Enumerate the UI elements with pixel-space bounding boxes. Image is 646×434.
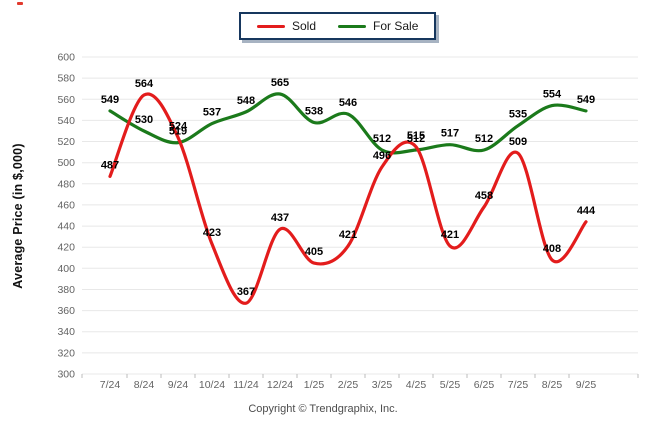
y-tick-label: 340: [57, 326, 75, 338]
copyright-text: Copyright © Trendgraphix, Inc.: [248, 403, 398, 415]
legend-label-sold: Sold: [292, 19, 317, 33]
x-tick-label: 8/25: [542, 379, 563, 391]
y-tick-label: 520: [57, 136, 75, 148]
x-tick-label: 7/25: [508, 379, 529, 391]
y-tick-label: 560: [57, 94, 75, 106]
for-sale-value-label: 512: [475, 133, 493, 145]
y-tick-label: 600: [57, 52, 75, 64]
legend-item-sold: Sold: [257, 20, 316, 32]
sold-line-swatch-icon: [257, 24, 285, 28]
sold-value-label: 423: [203, 227, 221, 239]
for-sale-value-label: 565: [271, 77, 289, 89]
x-tick-label: 9/25: [576, 379, 597, 391]
for-sale-value-label: 538: [305, 106, 323, 118]
for-sale-value-label: 519: [169, 126, 187, 138]
for-sale-value-label: 548: [237, 95, 255, 107]
for-sale-value-label: 512: [373, 133, 391, 145]
for-sale-value-label: 549: [577, 94, 595, 106]
y-tick-label: 460: [57, 199, 75, 211]
sold-line: [108, 92, 588, 305]
sold-value-label: 509: [509, 136, 527, 148]
y-tick-label: 360: [57, 305, 75, 317]
for-sale-value-label: 554: [543, 89, 562, 101]
y-tick-label: 320: [57, 347, 75, 359]
x-tick-label: 4/25: [406, 379, 427, 391]
for-sale-value-label: 535: [509, 109, 527, 121]
legend-label-for-sale: For Sale: [373, 19, 419, 33]
sold-value-label: 367: [237, 286, 255, 298]
x-tick-label: 10/24: [199, 379, 225, 391]
legend-item-for-sale: For Sale: [338, 20, 418, 32]
sold-value-label: 564: [135, 78, 154, 90]
for-sale-line: [108, 92, 588, 155]
x-tick-label: 7/24: [100, 379, 121, 391]
x-tick-label: 6/25: [474, 379, 495, 391]
x-tick-label: 1/25: [304, 379, 325, 391]
sold-value-label: 405: [305, 246, 323, 258]
x-tick-label: 11/24: [233, 379, 259, 391]
for-sale-value-label: 512: [407, 133, 425, 145]
y-tick-label: 400: [57, 263, 75, 275]
y-tick-label: 540: [57, 115, 75, 127]
sold-value-label: 444: [577, 205, 596, 217]
x-tick-label: 5/25: [440, 379, 461, 391]
red-mark: [17, 2, 23, 5]
legend: Sold For Sale: [239, 12, 437, 40]
sold-value-label: 437: [271, 212, 289, 224]
for-sale-value-label: 549: [101, 94, 119, 106]
sold-value-label: 408: [543, 243, 561, 255]
y-tick-label: 420: [57, 242, 75, 254]
x-tick-label: 12/24: [267, 379, 293, 391]
y-tick-label: 440: [57, 221, 75, 233]
sold-value-label: 421: [339, 229, 357, 241]
x-tick-label: 3/25: [372, 379, 393, 391]
sold-value-label: 524: [169, 120, 188, 132]
for-sale-value-label: 517: [441, 128, 459, 140]
x-tick-label: 9/24: [168, 379, 189, 391]
y-tick-label: 300: [57, 369, 75, 381]
x-tick-label: 2/25: [338, 379, 359, 391]
for-sale-value-label: 537: [203, 107, 221, 119]
for-sale-value-label: 546: [339, 97, 357, 109]
y-tick-label: 480: [57, 178, 75, 190]
y-tick-label: 380: [57, 284, 75, 296]
for-sale-value-label: 530: [135, 114, 153, 126]
sold-value-label: 515: [407, 130, 425, 142]
x-tick-label: 8/24: [134, 379, 155, 391]
sold-value-label: 496: [373, 150, 391, 162]
sold-value-label: 421: [441, 229, 459, 241]
y-tick-label: 580: [57, 73, 75, 85]
for-sale-line-swatch-icon: [338, 24, 367, 28]
sold-value-label: 487: [101, 159, 119, 171]
y-tick-label: 500: [57, 157, 75, 169]
sold-value-label: 458: [475, 190, 493, 202]
